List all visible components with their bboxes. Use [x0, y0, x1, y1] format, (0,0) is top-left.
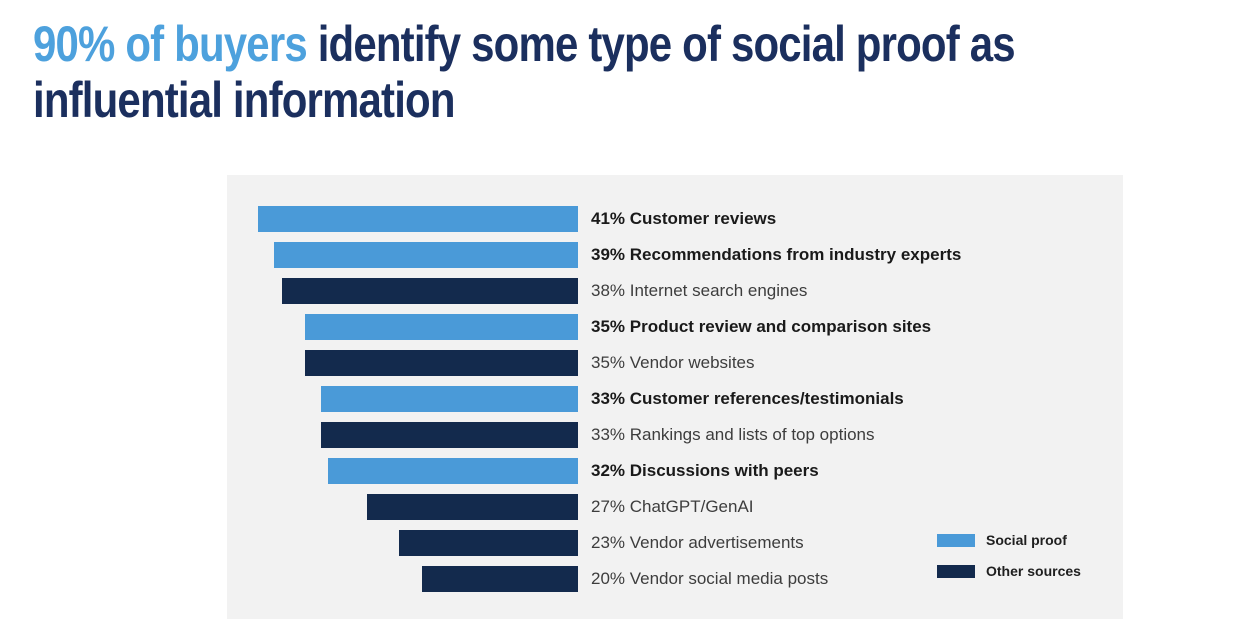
- bar-row: 35% Vendor websites: [227, 345, 1123, 381]
- legend-swatch-social-proof: [937, 533, 975, 547]
- bar-row: 39% Recommendations from industry expert…: [227, 237, 1123, 273]
- bar-area: [227, 494, 578, 520]
- legend-swatch-other-sources: [937, 564, 975, 578]
- bar-area: [227, 314, 578, 340]
- bar-other-sources: [282, 278, 578, 304]
- bar-row: 35% Product review and comparison sites: [227, 309, 1123, 345]
- bar-social-proof: [274, 242, 578, 268]
- bar-label: 33% Customer references/testimonials: [591, 389, 904, 408]
- bar-other-sources: [399, 530, 578, 556]
- bar-area: [227, 386, 578, 412]
- bar-area: [227, 530, 578, 556]
- bar-label: 38% Internet search engines: [591, 281, 808, 300]
- bar-row: 27% ChatGPT/GenAI: [227, 489, 1123, 525]
- bar-area: [227, 206, 578, 232]
- bar-social-proof: [328, 458, 578, 484]
- legend-item-social-proof: Social proof: [937, 532, 1081, 548]
- title-line-2: influential information: [33, 72, 456, 128]
- bar-label: 41% Customer reviews: [591, 209, 777, 228]
- bar-label: 23% Vendor advertisements: [591, 533, 804, 552]
- bar-area: [227, 278, 578, 304]
- bar-label: 20% Vendor social media posts: [591, 569, 829, 588]
- bar-label: 32% Discussions with peers: [591, 461, 819, 480]
- title-line-1: 90% of buyers identify some type of soci…: [33, 16, 1209, 72]
- bar-area: [227, 350, 578, 376]
- bar-label: 33% Rankings and lists of top options: [591, 425, 875, 444]
- chart-legend: Social proof Other sources: [937, 532, 1081, 579]
- bar-area: [227, 242, 578, 268]
- legend-label-social-proof: Social proof: [986, 532, 1067, 548]
- bar-row: 23% Vendor advertisements: [227, 525, 1123, 561]
- bar-area: [227, 422, 578, 448]
- bar-other-sources: [305, 350, 578, 376]
- bar-label: 35% Product review and comparison sites: [591, 317, 932, 336]
- bar-row: 33% Rankings and lists of top options: [227, 417, 1123, 453]
- bar-social-proof: [321, 386, 578, 412]
- chart-panel: 41% Customer reviews 39% Recommendations…: [227, 175, 1123, 619]
- page-title: 90% of buyers identify some type of soci…: [33, 16, 1209, 128]
- legend-item-other-sources: Other sources: [937, 563, 1081, 579]
- bar-area: [227, 458, 578, 484]
- bar-other-sources: [367, 494, 578, 520]
- legend-label-other-sources: Other sources: [986, 563, 1081, 579]
- bar-other-sources: [321, 422, 578, 448]
- bar-area: [227, 566, 578, 592]
- bar-row: 32% Discussions with peers: [227, 453, 1123, 489]
- bar-chart: 41% Customer reviews 39% Recommendations…: [227, 201, 1123, 597]
- bar-row: 20% Vendor social media posts: [227, 561, 1123, 597]
- bar-label: 27% ChatGPT/GenAI: [591, 497, 754, 516]
- title-highlight: 90% of buyers: [33, 16, 308, 72]
- title-rest: identify some type of social proof as: [317, 16, 1016, 72]
- bar-row: 41% Customer reviews: [227, 201, 1123, 237]
- bar-social-proof: [305, 314, 578, 340]
- bar-row: 38% Internet search engines: [227, 273, 1123, 309]
- bar-label: 39% Recommendations from industry expert…: [591, 245, 962, 264]
- bar-other-sources: [422, 566, 578, 592]
- bar-row: 33% Customer references/testimonials: [227, 381, 1123, 417]
- bar-label: 35% Vendor websites: [591, 353, 755, 372]
- bar-social-proof: [258, 206, 578, 232]
